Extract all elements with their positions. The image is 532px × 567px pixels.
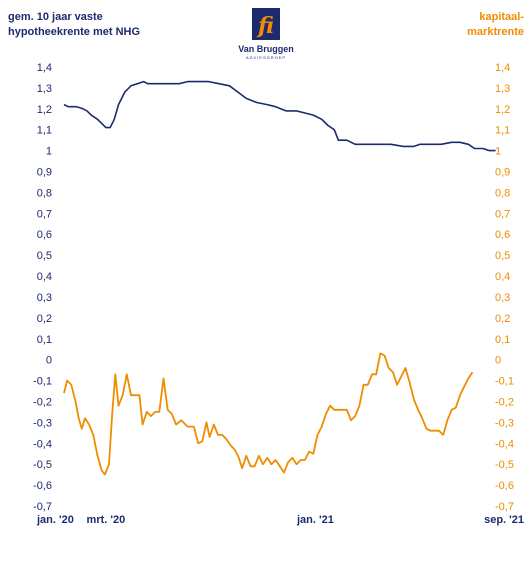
y-tick-right: 0,1 [495,334,510,346]
y-tick-left: 1,3 [37,83,52,95]
x-tick-label: jan. '21 [296,514,334,526]
y-tick-left: 0,1 [37,334,52,346]
y-tick-right: 0,6 [495,229,510,241]
y-tick-right: 1 [495,146,501,158]
y-tick-right: 1,4 [495,62,510,74]
y-tick-left: 0 [46,355,52,367]
x-tick-label: mrt. '20 [87,514,126,526]
chart-lines [63,80,496,476]
y-tick-left: -0,2 [33,396,52,408]
y-tick-right: 0,8 [495,187,510,199]
series-line-hypotheekrente [63,80,496,152]
y-tick-left: -0,3 [33,417,52,429]
right-title-line1: kapitaal- [479,11,524,23]
y-tick-right: 0,2 [495,313,510,325]
y-tick-left: -0,4 [33,438,52,450]
y-tick-left: 0,2 [37,313,52,325]
y-tick-right: 0,7 [495,208,510,220]
logo-name: Van Bruggen [238,44,294,54]
y-tick-right: 1,2 [495,104,510,116]
y-tick-left: -0,1 [33,376,52,388]
y-tick-right: 1,1 [495,125,510,137]
y-tick-right: 0 [495,355,501,367]
y-tick-right: 1,3 [495,83,510,95]
brand-logo: fi Van Bruggen ADVIESGROEP [231,6,301,62]
left-title-line2: hypotheekrente met NHG [8,26,141,38]
left-title-line1: gem. 10 jaar vaste [8,11,103,23]
right-axis-title: kapitaal- marktrente [467,10,524,40]
y-tick-right: 0,3 [495,292,510,304]
y-tick-left: 1 [46,146,52,158]
y-tick-right: 0,4 [495,271,510,283]
y-tick-left: 0,3 [37,292,52,304]
y-tick-left: 0,8 [37,187,52,199]
y-tick-left: 0,4 [37,271,52,283]
y-tick-left: 1,4 [37,62,52,74]
y-tick-left: 0,5 [37,250,52,262]
y-tick-right: -0,4 [495,438,514,450]
y-tick-right: -0,1 [495,376,514,388]
x-tick-label: jan. '20 [36,514,74,526]
logo-mark-icon: fi [252,8,280,40]
y-tick-left: 0,6 [37,229,52,241]
logo-letters: fi [256,13,274,39]
series-line-kapitaalmarktrente [63,352,474,476]
left-axis-title: gem. 10 jaar vaste hypotheekrente met NH… [8,10,140,40]
y-tick-right: 0,5 [495,250,510,262]
x-tick-label: sep. '21 [484,514,524,526]
y-tick-left: -0,5 [33,459,52,471]
chart-axes: 1,4 1,4 1,3 1,3 1,2 1,2 1,1 1,1 1 1 0,9 0,9 0,8 0,8 0,… [33,62,524,526]
y-tick-right: -0,2 [495,396,514,408]
y-tick-left: 0,9 [37,167,52,179]
y-tick-right: -0,5 [495,459,514,471]
y-tick-left: -0,6 [33,480,52,492]
y-tick-right: -0,3 [495,417,514,429]
logo-subtitle: ADVIESGROEP [245,55,287,60]
y-tick-left: 1,1 [37,125,52,137]
right-title-line2: marktrente [467,26,524,38]
y-tick-right: 0,9 [495,167,510,179]
y-tick-left: -0,7 [33,501,52,513]
y-tick-left: 0,7 [37,208,52,220]
y-tick-right: -0,6 [495,480,514,492]
y-tick-right: -0,7 [495,501,514,513]
y-tick-left: 1,2 [37,104,52,116]
